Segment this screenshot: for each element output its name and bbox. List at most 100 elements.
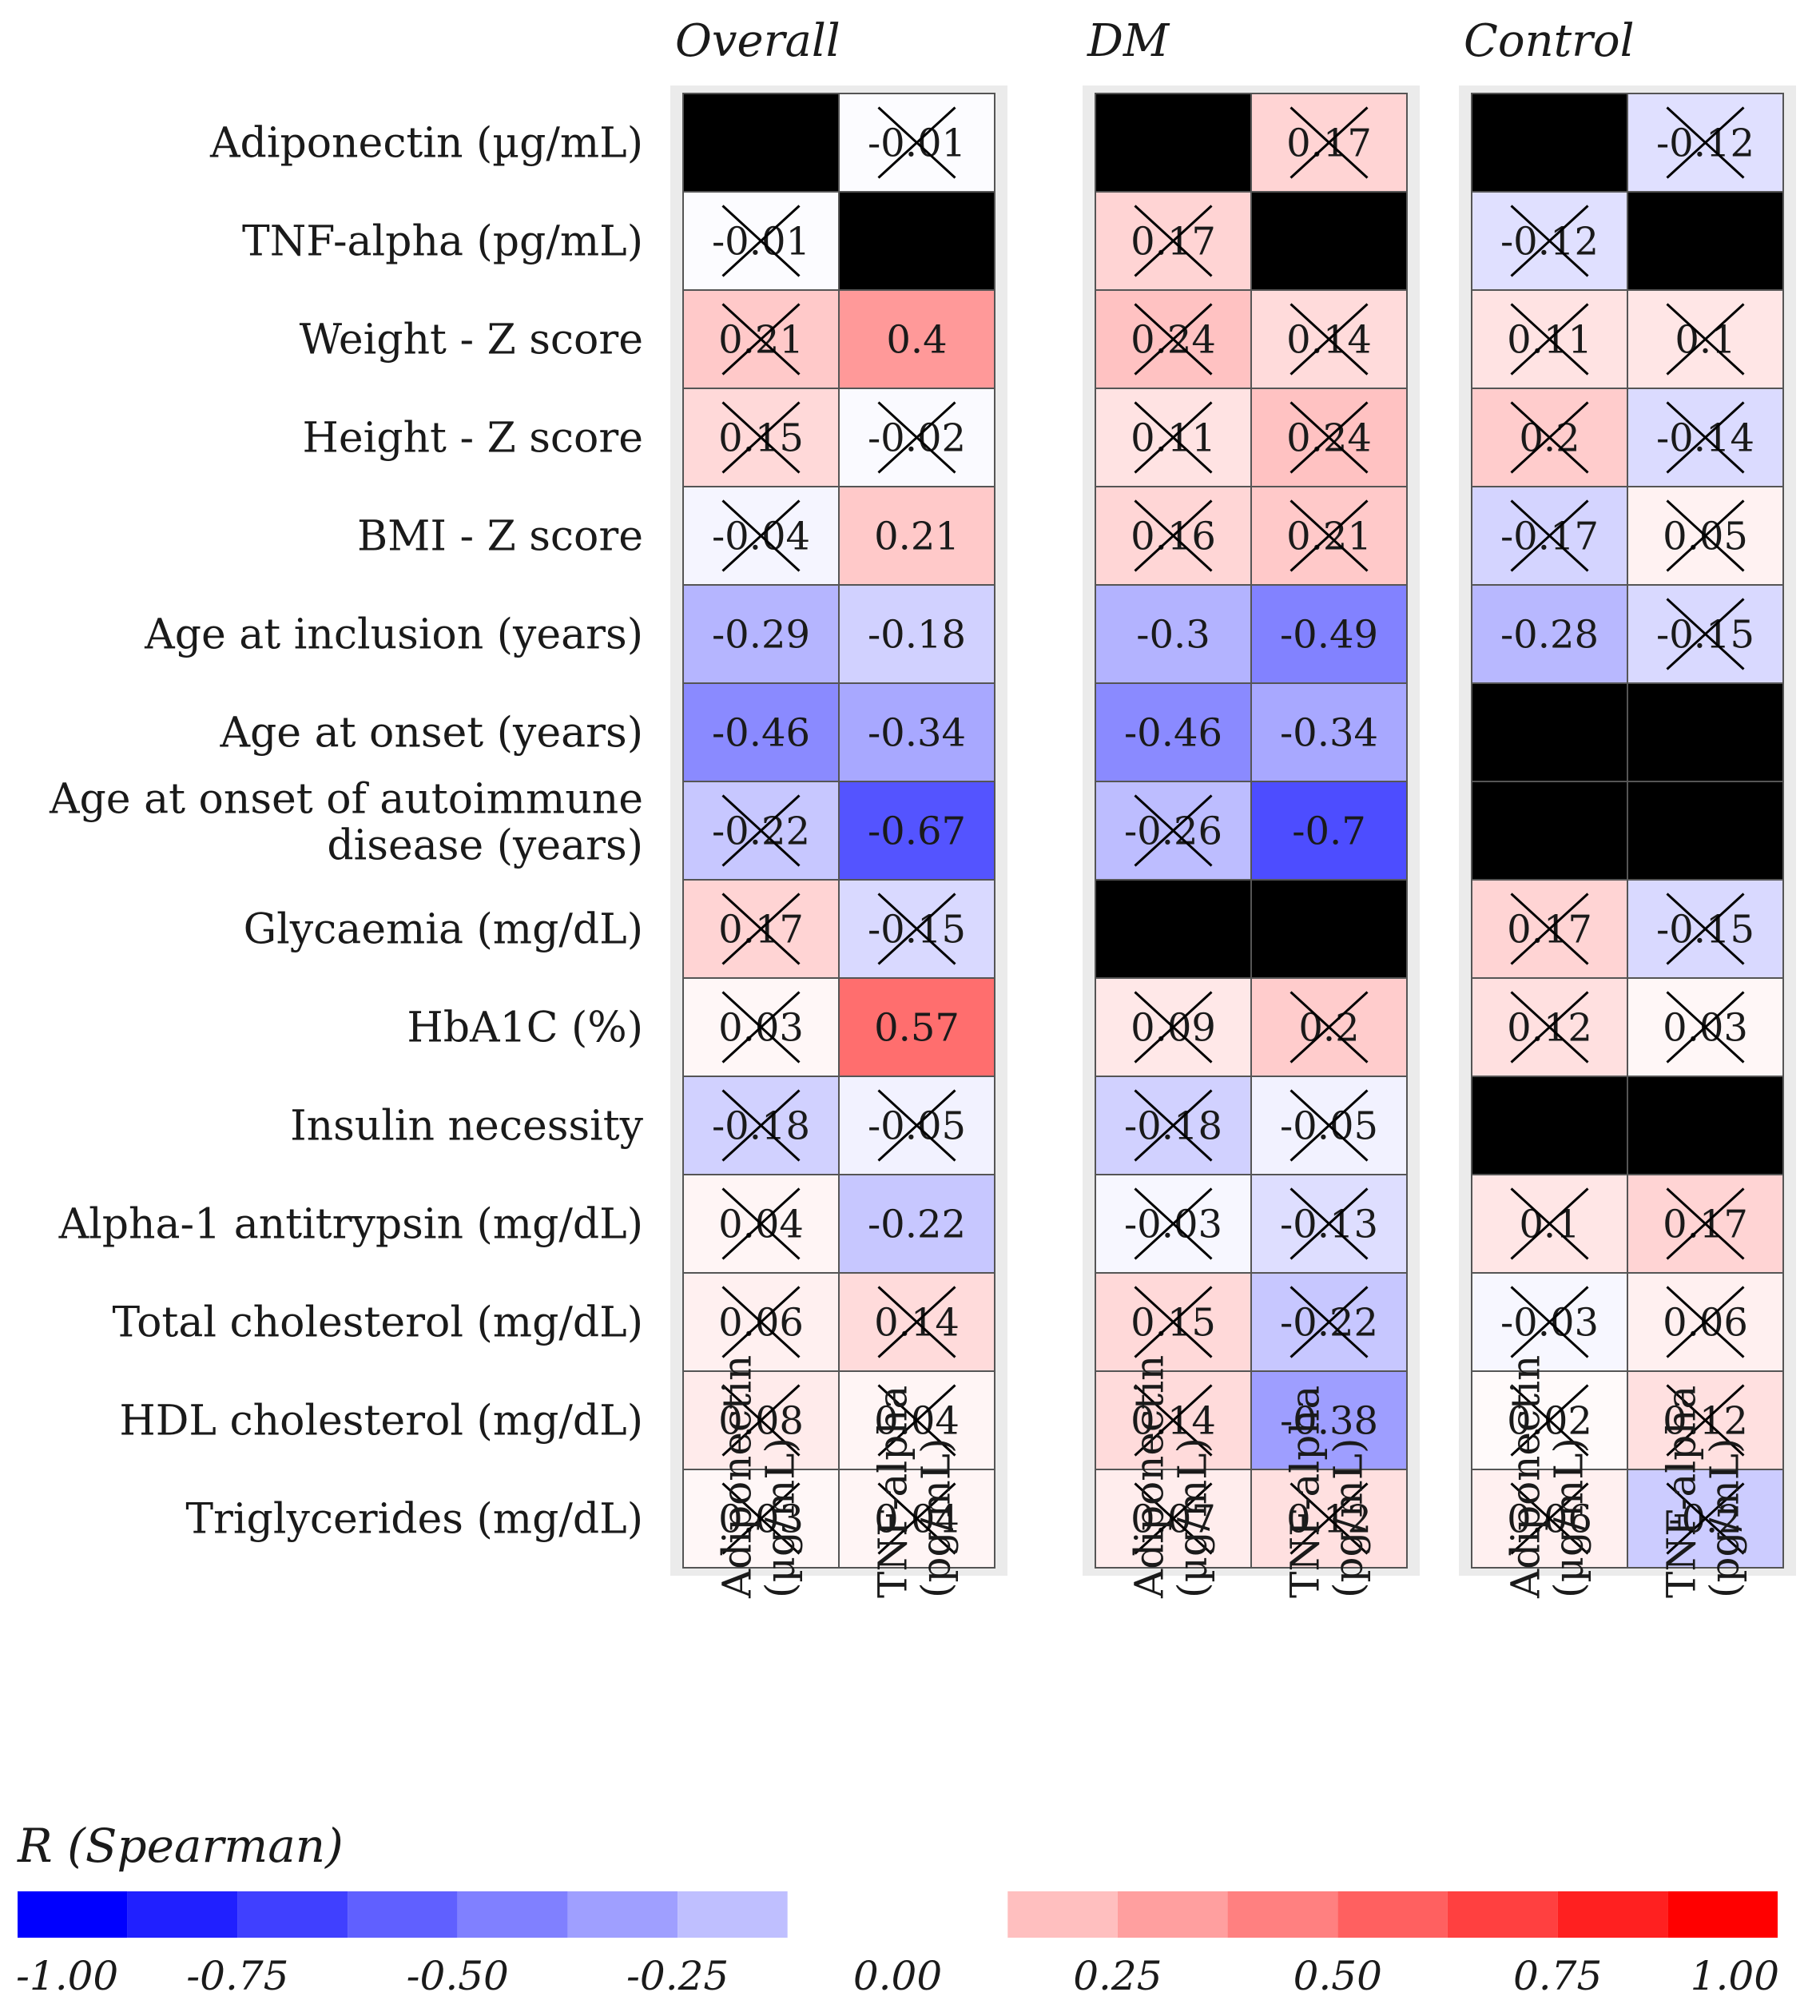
not-significant-cross xyxy=(877,1089,956,1162)
legend-swatch xyxy=(1667,1891,1778,1938)
missing-cell-tile xyxy=(1250,191,1408,291)
legend-swatch xyxy=(1117,1891,1228,1938)
heatmap-cell: 0.11 xyxy=(1471,289,1628,389)
heatmap-cell: 0.17 xyxy=(1250,93,1408,193)
heatmap-cell: 0.03 xyxy=(682,977,840,1077)
heatmap-cell xyxy=(1471,682,1628,782)
heatmap-cell: -0.22 xyxy=(682,781,840,881)
missing-cell-tile xyxy=(1627,1076,1784,1175)
heatmap-cell: 0.03 xyxy=(682,1469,840,1569)
not-significant-cross xyxy=(1289,401,1369,474)
cell-tile xyxy=(682,682,840,782)
cell-tile xyxy=(1250,977,1408,1077)
heatmap-cell: 0.15 xyxy=(682,388,840,487)
cell-tile xyxy=(1095,682,1252,782)
cell-value: -0.28 xyxy=(1500,613,1599,658)
missing-cell-tile xyxy=(1471,93,1628,193)
cell-tile xyxy=(1471,584,1628,684)
heatmap-cell: 0.03 xyxy=(1627,977,1784,1077)
heatmap-cell xyxy=(838,191,995,291)
legend-swatch xyxy=(1007,1891,1118,1938)
not-significant-cross xyxy=(1289,106,1369,179)
heatmap-cell: -0.17 xyxy=(1471,486,1628,586)
heatmap-cell: -0.7 xyxy=(1250,781,1408,881)
heatmap-cell: 0.14 xyxy=(1095,1370,1252,1470)
heatmap-cell: -0.15 xyxy=(838,879,995,979)
heatmap-cell: -0.34 xyxy=(1250,682,1408,782)
heatmap-cell: -0.2 xyxy=(1627,1469,1784,1569)
heatmap-cell: -0.12 xyxy=(1471,191,1628,291)
heatmap-cell: -0.15 xyxy=(1627,584,1784,684)
row-label: HbA1C (%) xyxy=(407,1004,643,1052)
heatmap-cell: -0.15 xyxy=(1627,879,1784,979)
heatmap-cell xyxy=(1250,879,1408,979)
heatmap-cell: 0.17 xyxy=(1095,191,1252,291)
column-label-line: TNF-alpha xyxy=(1282,1386,1329,1598)
row-label-line: Age at onset of autoimmune xyxy=(49,776,643,824)
column-label-line: Adiponectin xyxy=(1127,1355,1173,1599)
panel-title: DM xyxy=(1087,15,1170,67)
heatmap-cell xyxy=(1627,1076,1784,1175)
missing-cell-tile xyxy=(1471,682,1628,782)
not-significant-cross xyxy=(877,1286,956,1358)
missing-cell-tile xyxy=(682,93,840,193)
cell-tile xyxy=(1471,879,1628,979)
cell-value: -0.34 xyxy=(1280,711,1378,756)
heatmap-cell: 0.12 xyxy=(1627,1370,1784,1470)
heatmap-cell: 0.17 xyxy=(682,879,840,979)
not-significant-cross xyxy=(721,1482,801,1555)
heatmap-cell: 0.06 xyxy=(682,1272,840,1372)
heatmap-cell: -0.3 xyxy=(1095,584,1252,684)
legend-tick-label: -0.50 xyxy=(407,1953,509,1999)
heatmap-cell: -0.03 xyxy=(1471,1272,1628,1372)
not-significant-cross xyxy=(721,1187,801,1260)
cell-tile xyxy=(838,584,995,684)
legend-swatch xyxy=(1557,1891,1668,1938)
legend-swatch xyxy=(127,1891,238,1938)
column-label: Adiponectin(µg/mL) xyxy=(1503,1355,1592,1599)
column-label-line: TNF-alpha xyxy=(870,1386,916,1598)
cell-tile xyxy=(1250,584,1408,684)
heatmap-cell: 0.2 xyxy=(1471,388,1628,487)
heatmap-cell xyxy=(1627,682,1784,782)
heatmap-cell: 0.04 xyxy=(682,1174,840,1274)
cell-value: 0.57 xyxy=(874,1006,960,1051)
heatmap-cell: 0.21 xyxy=(682,289,840,389)
not-significant-cross xyxy=(1666,991,1745,1064)
row-label: Total cholesterol (mg/dL) xyxy=(112,1299,643,1347)
legend-swatch xyxy=(457,1891,568,1938)
row-label: Glycaemia (mg/dL) xyxy=(244,906,643,954)
heatmap-cell: -0.02 xyxy=(838,388,995,487)
not-significant-cross xyxy=(1510,303,1589,376)
cell-tile xyxy=(1250,1370,1408,1470)
cell-tile xyxy=(838,682,995,782)
not-significant-cross xyxy=(877,106,956,179)
not-significant-cross xyxy=(1666,1187,1745,1260)
heatmap-cell: 0.09 xyxy=(1095,977,1252,1077)
not-significant-cross xyxy=(1666,893,1745,965)
not-significant-cross xyxy=(1666,598,1745,670)
not-significant-cross xyxy=(1510,991,1589,1064)
cell-tile xyxy=(838,1370,995,1470)
heatmap-cell xyxy=(1250,191,1408,291)
heatmap-cell: 0.05 xyxy=(1627,486,1784,586)
not-significant-cross xyxy=(1289,303,1369,376)
cell-value: -0.22 xyxy=(868,1203,966,1247)
legend-tick-label: -0.75 xyxy=(186,1953,288,1999)
not-significant-cross xyxy=(1134,991,1213,1064)
row-label: BMI - Z score xyxy=(357,513,643,561)
heatmap-cell: -0.22 xyxy=(1250,1272,1408,1372)
cell-value: -0.29 xyxy=(712,613,810,658)
heatmap-cell: -0.04 xyxy=(682,486,840,586)
not-significant-cross xyxy=(721,499,801,572)
panel-title: Overall xyxy=(675,15,840,67)
cell-tile xyxy=(838,781,995,881)
not-significant-cross xyxy=(877,893,956,965)
cell-tile xyxy=(838,289,995,389)
not-significant-cross xyxy=(877,1482,956,1555)
not-significant-cross xyxy=(1289,499,1369,572)
heatmap-cell: 0.1 xyxy=(1627,289,1784,389)
not-significant-cross xyxy=(1134,1384,1213,1457)
not-significant-cross xyxy=(721,303,801,376)
heatmap-cell xyxy=(1095,93,1252,193)
